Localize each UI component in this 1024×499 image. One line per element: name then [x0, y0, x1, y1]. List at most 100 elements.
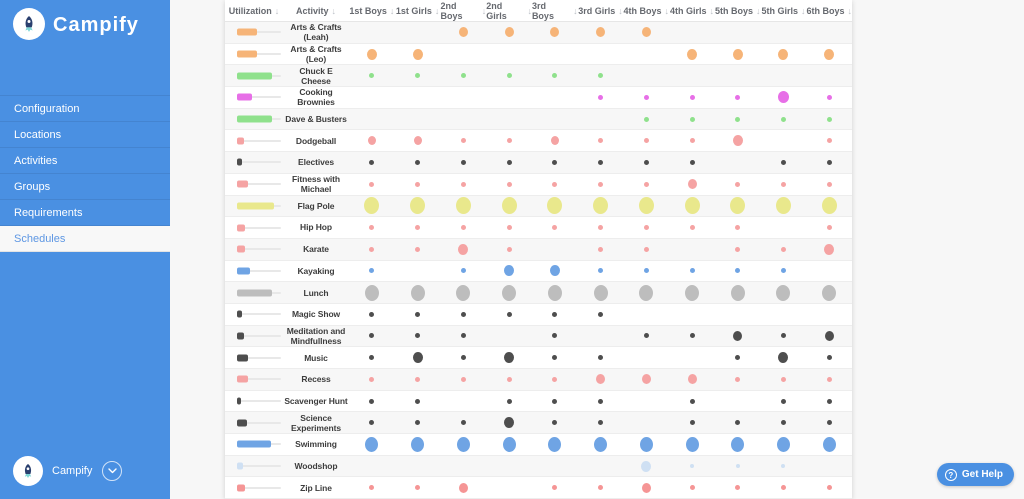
utilization-bar	[237, 289, 281, 297]
activity-dot	[822, 436, 836, 452]
schedule-cell	[623, 347, 669, 368]
table-row-cooking-brownies[interactable]: Cooking Brownies	[225, 87, 852, 109]
schedule-cell	[623, 239, 669, 260]
table-row-dave-busters[interactable]: Dave & Busters	[225, 108, 852, 131]
schedule-cell	[761, 456, 807, 477]
activity-dot	[643, 94, 649, 100]
user-avatar[interactable]	[13, 456, 43, 486]
activity-dot	[552, 225, 558, 231]
activity-dot	[364, 284, 379, 301]
activity-dot	[369, 398, 375, 404]
schedule-cell	[440, 261, 486, 282]
activity-dot	[641, 374, 651, 385]
column-header-5th-girls[interactable]: 5th Girls ↓	[761, 6, 807, 16]
activity-dot	[643, 225, 649, 231]
utilization-bar	[237, 93, 281, 101]
column-header-3rd-girls[interactable]: 3rd Girls ↓	[578, 6, 624, 16]
schedule-cell	[806, 22, 852, 43]
sidebar-item-locations[interactable]: Locations	[0, 122, 170, 148]
activity-dot	[780, 181, 786, 187]
sidebar-item-groups[interactable]: Groups	[0, 174, 170, 200]
schedule-cell	[486, 44, 532, 65]
schedule-cell	[395, 477, 441, 498]
activity-dot	[733, 330, 743, 341]
column-header-activity[interactable]: Activity ↓	[283, 6, 349, 16]
activity-dot	[643, 181, 649, 187]
sort-descending-icon: ↓	[800, 5, 806, 16]
activity-dot	[593, 197, 609, 215]
table-row-recess[interactable]: Recess	[225, 369, 852, 391]
schedule-cell	[440, 239, 486, 260]
table-row-science-experiments[interactable]: Science Experiments	[225, 412, 852, 435]
activity-dot	[366, 48, 377, 60]
table-row-karate[interactable]: Karate	[225, 238, 852, 261]
schedule-cell	[715, 109, 761, 130]
table-row-lunch[interactable]: Lunch	[225, 282, 852, 304]
column-header-2nd-girls[interactable]: 2nd Girls ↓	[486, 1, 532, 21]
table-row-zip-line[interactable]: Zip Line	[225, 477, 852, 499]
column-header-1st-girls[interactable]: 1st Girls ↓	[395, 6, 441, 16]
table-row-swimming[interactable]: Swimming	[225, 434, 852, 456]
column-header-utilization[interactable]: Utilization ↓	[225, 6, 283, 16]
schedule-cell	[440, 477, 486, 498]
schedule-cell	[761, 369, 807, 390]
footer-expand-button[interactable]	[102, 461, 123, 481]
column-header-6th-boys[interactable]: 6th Boys ↓	[806, 6, 852, 16]
activity-dot	[735, 181, 741, 187]
schedule-cell	[532, 434, 578, 455]
table-row-fitness-with-michael[interactable]: Fitness with Michael	[225, 173, 852, 196]
table-row-scavenger-hunt[interactable]: Scavenger Hunt	[225, 390, 852, 413]
utilization-bar	[237, 137, 281, 145]
schedule-cell	[806, 174, 852, 195]
table-row-kayaking[interactable]: Kayaking	[225, 260, 852, 283]
get-help-button[interactable]: ? Get Help	[936, 463, 1014, 486]
table-row-chuck-e-cheese[interactable]: Chuck E Cheese	[225, 65, 852, 88]
sidebar-item-configuration[interactable]: Configuration	[0, 96, 170, 122]
table-row-magic-show[interactable]: Magic Show	[225, 303, 852, 326]
schedule-cell	[669, 239, 715, 260]
sort-descending-icon: ↓	[664, 5, 670, 16]
schedules-table: Utilization ↓ Activity ↓ 1st Boys ↓ 1st Girls ↓…	[225, 0, 852, 499]
column-label: 1st Girls	[395, 5, 432, 16]
table-row-arts-crafts-leah[interactable]: Arts & Crafts (Leah)	[225, 22, 852, 44]
table-row-music[interactable]: Music	[225, 347, 852, 369]
column-header-1st-boys[interactable]: 1st Boys ↓	[349, 6, 395, 16]
activity-dot	[412, 352, 423, 364]
activity-label: Meditation and Mindfullness	[286, 325, 346, 346]
schedule-cell	[349, 65, 395, 86]
table-row-meditation-and-mindfullness[interactable]: Meditation and Mindfullness	[225, 325, 852, 348]
column-header-5th-boys[interactable]: 5th Boys ↓	[715, 6, 761, 16]
schedule-cell	[806, 412, 852, 433]
schedule-cell	[623, 65, 669, 86]
column-header-2nd-boys[interactable]: 2nd Boys ↓	[440, 1, 486, 21]
sidebar-item-requirements[interactable]: Requirements	[0, 200, 170, 226]
schedule-cell	[395, 282, 441, 303]
sidebar-item-activities[interactable]: Activities	[0, 148, 170, 174]
table-row-hip-hop[interactable]: Hip Hop	[225, 217, 852, 239]
table-row-arts-crafts-leo[interactable]: Arts & Crafts (Leo)	[225, 43, 852, 66]
table-row-dodgeball[interactable]: Dodgeball	[225, 130, 852, 153]
activity-dot	[598, 94, 604, 100]
schedule-cell	[532, 109, 578, 130]
table-row-electives[interactable]: Electives	[225, 152, 852, 174]
column-header-4th-girls[interactable]: 4th Girls ↓	[669, 6, 715, 16]
activity-dot	[412, 48, 423, 60]
schedule-cell	[532, 239, 578, 260]
activity-dot	[460, 333, 466, 339]
table-row-flag-pole[interactable]: Flag Pole	[225, 195, 852, 218]
column-header-3rd-boys[interactable]: 3rd Boys ↓	[532, 1, 578, 21]
activity-dot	[735, 464, 740, 469]
schedule-cell	[395, 412, 441, 433]
schedule-cell	[486, 109, 532, 130]
sidebar-item-schedules[interactable]: Schedules	[0, 226, 170, 252]
schedule-cell	[669, 44, 715, 65]
utilization-bar	[237, 50, 281, 58]
column-header-4th-boys[interactable]: 4th Boys ↓	[623, 5, 670, 16]
activity-label: Dave & Busters	[285, 114, 347, 124]
activity-dot	[552, 376, 558, 382]
schedule-cell	[349, 109, 395, 130]
table-row-woodshop[interactable]: Woodshop	[225, 455, 852, 478]
activity-dot	[731, 436, 745, 452]
activity-dot	[822, 284, 837, 301]
activity-dot	[455, 197, 471, 215]
